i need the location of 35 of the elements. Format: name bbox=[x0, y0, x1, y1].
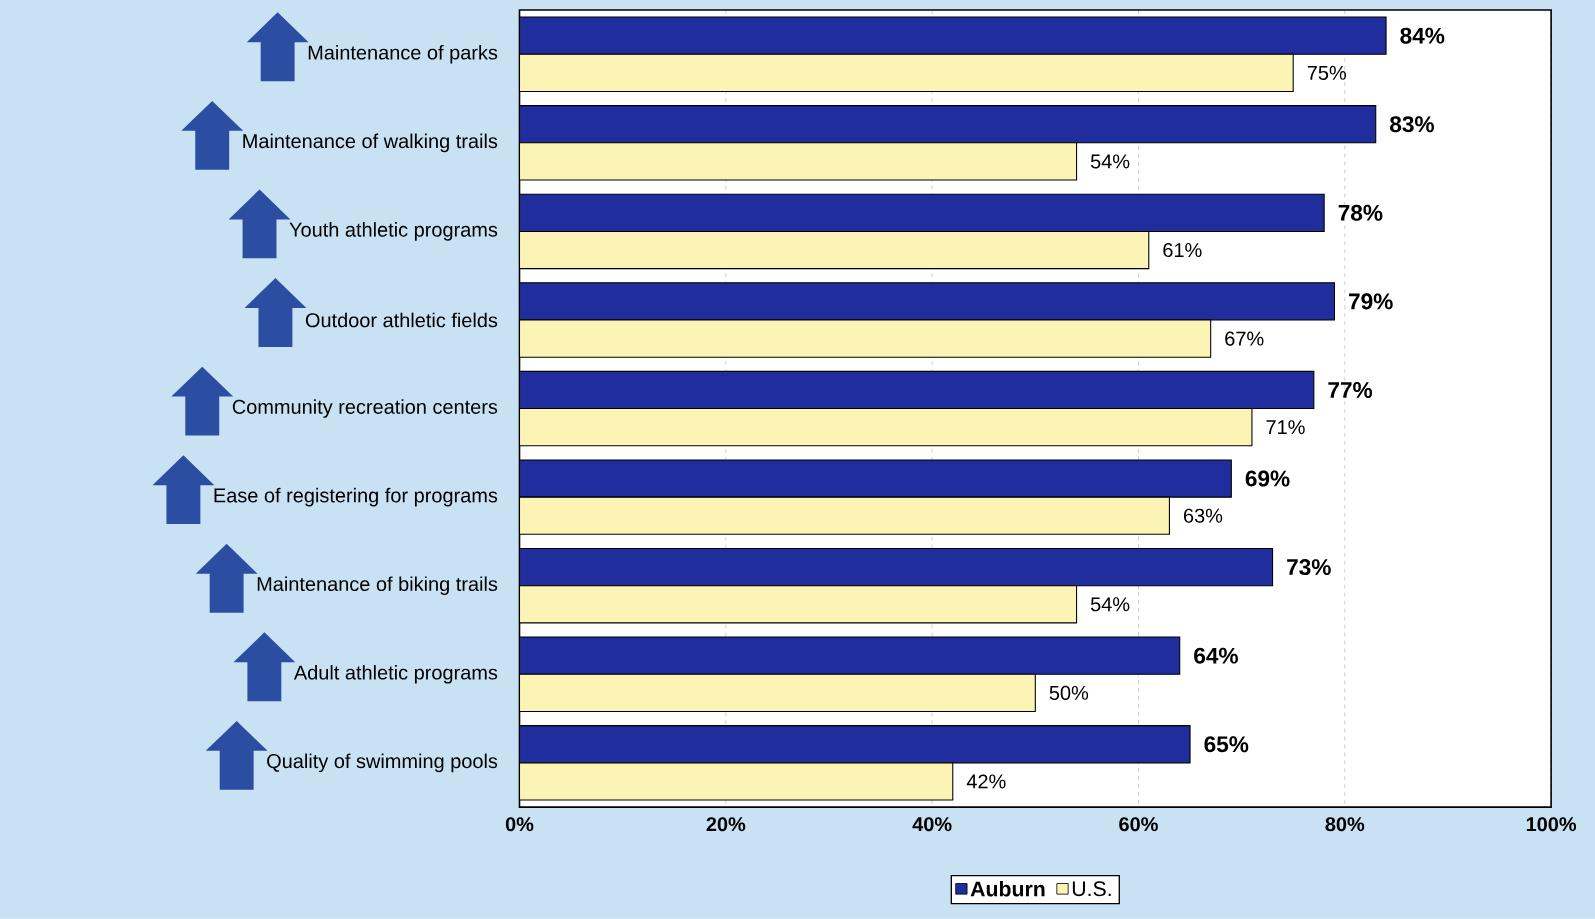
x-tick-label: 100% bbox=[1526, 817, 1577, 832]
data-label: 84% bbox=[1400, 27, 1445, 44]
data-label: 69% bbox=[1245, 470, 1290, 487]
y-tick-label: Community recreation centers bbox=[232, 399, 498, 418]
x-tick-label: 40% bbox=[912, 817, 952, 832]
data-label: 61% bbox=[1163, 243, 1202, 258]
data-label: 79% bbox=[1349, 293, 1393, 310]
y-tick-label: Maintenance of walking trails bbox=[243, 133, 498, 153]
y-tick-label: Ease of registering for programs bbox=[214, 487, 498, 507]
x-tick-label: 80% bbox=[1325, 817, 1365, 832]
y-tick-label: Maintenance of biking trails bbox=[257, 576, 498, 596]
y-tick-label: Adult athletic programs bbox=[293, 665, 498, 684]
data-label: 73% bbox=[1287, 559, 1331, 576]
x-tick-label: 20% bbox=[706, 817, 746, 832]
y-tick-label: Maintenance of parks bbox=[308, 45, 498, 64]
legend-label: Auburn bbox=[970, 880, 1045, 897]
data-label: 63% bbox=[1184, 508, 1223, 523]
data-label: 83% bbox=[1390, 116, 1434, 133]
y-tick-label: Youth athletic programs bbox=[289, 222, 498, 241]
data-label: 78% bbox=[1338, 204, 1383, 221]
data-label: 54% bbox=[1090, 154, 1130, 169]
x-tick-label: 0% bbox=[505, 817, 534, 832]
x-tick-label: 60% bbox=[1119, 817, 1158, 832]
y-tick-label: Quality of swimming pools bbox=[267, 753, 498, 773]
data-label: 42% bbox=[966, 774, 1006, 789]
legend-label: U.S. bbox=[1072, 881, 1111, 897]
data-label: 64% bbox=[1194, 647, 1238, 664]
y-tick-label: Outdoor athletic fields bbox=[305, 312, 498, 328]
data-label: 65% bbox=[1204, 736, 1249, 753]
data-label: 77% bbox=[1328, 382, 1373, 398]
data-label: 50% bbox=[1049, 685, 1089, 700]
data-label: 54% bbox=[1090, 597, 1130, 612]
data-label: 67% bbox=[1225, 331, 1264, 346]
data-label: 75% bbox=[1307, 65, 1346, 80]
data-label: 71% bbox=[1266, 420, 1305, 435]
